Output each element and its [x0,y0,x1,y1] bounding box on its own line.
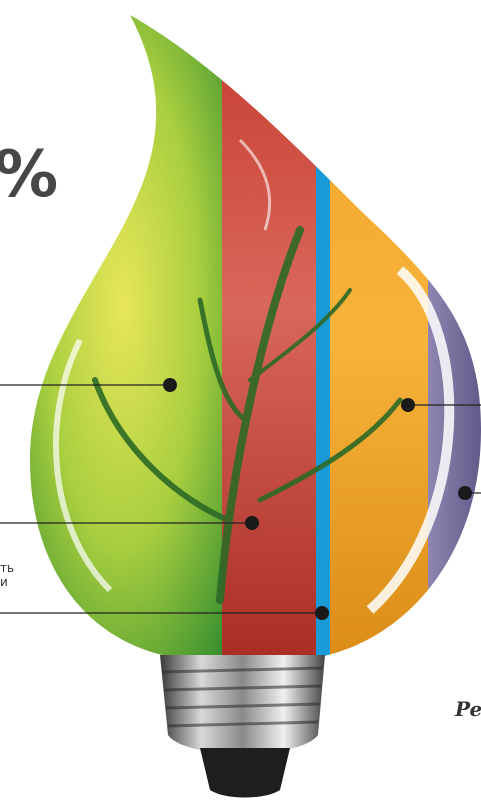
leader-lines [0,384,481,614]
caption-text: Pe [455,697,481,721]
label-line-b: и [0,575,8,589]
left-highlight [53,338,113,593]
marker-green [163,378,177,392]
orange-band [330,15,428,660]
marker-orange [401,398,415,412]
green-band [30,15,222,660]
leader-markers [163,378,472,620]
marker-red [245,516,259,530]
marker-purple [458,486,472,500]
blue-band [316,15,330,660]
lamp-base [160,655,325,798]
marker-blue [315,606,329,620]
label-line-a: ть [0,561,15,575]
right-highlight [366,266,455,614]
leaf-veins [92,226,403,604]
drop-shape [30,15,481,660]
percent-sign: % [0,138,60,212]
